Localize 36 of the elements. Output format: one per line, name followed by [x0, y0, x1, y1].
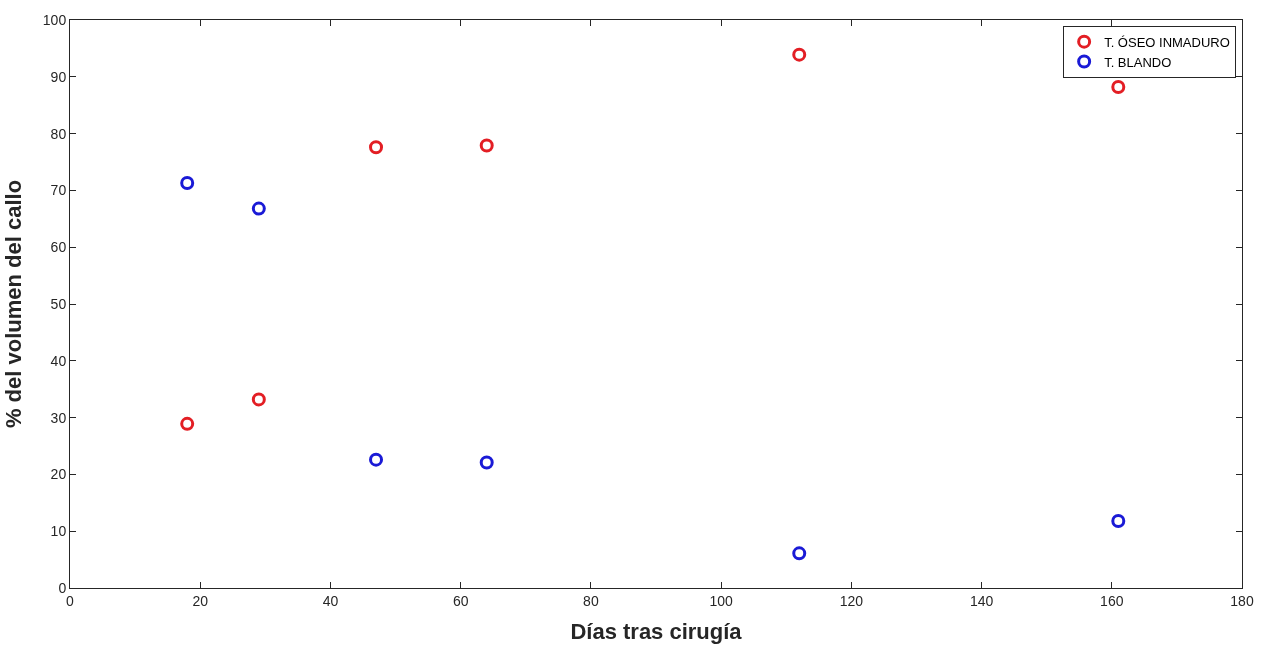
- y-tick-label: 0: [58, 579, 67, 596]
- x-tick-label: 100: [709, 592, 733, 609]
- point: [479, 138, 494, 153]
- x-tick-label: 80: [583, 592, 599, 609]
- x-tick-label: 140: [969, 592, 994, 609]
- y-tick-label: 10: [50, 523, 67, 540]
- point: [180, 176, 195, 191]
- point: [251, 201, 266, 216]
- legend-label: T. ÓSEO INMADURO: [1104, 34, 1230, 50]
- y-tick-label: 100: [42, 11, 67, 28]
- y-tick-label: 90: [50, 68, 67, 85]
- point: [792, 546, 807, 561]
- y-tick-label: 40: [50, 352, 67, 369]
- x-tick-label: 180: [1230, 592, 1254, 609]
- x-tick-label: 120: [839, 592, 864, 609]
- point: [369, 452, 384, 467]
- point: [251, 392, 266, 407]
- x-tick-label: 160: [1100, 592, 1124, 609]
- y-tick-label: 70: [50, 182, 67, 199]
- y-axis-title: % del volumen del callo: [0, 179, 26, 429]
- point: [369, 140, 384, 155]
- point: [180, 416, 195, 431]
- y-tick-label: 80: [50, 125, 67, 142]
- point: [1111, 80, 1126, 95]
- y-tick-label: 60: [50, 239, 67, 256]
- legend-label: T. BLANDO: [1104, 54, 1172, 70]
- point: [479, 455, 494, 470]
- x-tick-label: 40: [322, 592, 339, 609]
- y-tick-label: 30: [50, 409, 67, 426]
- x-tick-label: 20: [192, 592, 209, 609]
- point: [792, 47, 807, 62]
- x-axis-title: Días tras cirugía: [570, 618, 743, 644]
- x-tick-label: 60: [452, 592, 469, 609]
- point: [1111, 513, 1126, 528]
- y-tick-label: 20: [50, 466, 67, 483]
- y-tick-label: 50: [50, 295, 67, 312]
